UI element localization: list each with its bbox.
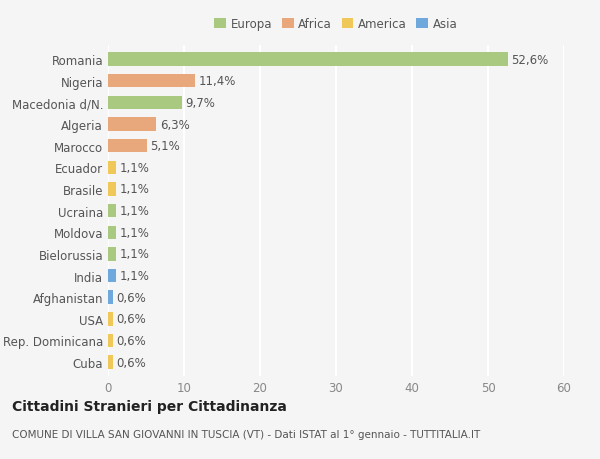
- Text: 9,7%: 9,7%: [185, 97, 215, 110]
- Text: 0,6%: 0,6%: [116, 313, 146, 325]
- Text: 11,4%: 11,4%: [199, 75, 236, 88]
- Text: 1,1%: 1,1%: [120, 269, 150, 282]
- Text: 1,1%: 1,1%: [120, 183, 150, 196]
- Bar: [108, 291, 113, 304]
- Text: Cittadini Stranieri per Cittadinanza: Cittadini Stranieri per Cittadinanza: [12, 399, 287, 413]
- Text: 0,6%: 0,6%: [116, 291, 146, 304]
- Bar: [108, 248, 116, 261]
- Text: 1,1%: 1,1%: [120, 226, 150, 239]
- Text: 5,1%: 5,1%: [151, 140, 181, 153]
- Bar: [108, 226, 116, 240]
- Bar: [108, 313, 113, 326]
- Bar: [108, 53, 508, 67]
- Legend: Europa, Africa, America, Asia: Europa, Africa, America, Asia: [212, 16, 460, 34]
- Bar: [108, 356, 113, 369]
- Bar: [108, 183, 116, 196]
- Bar: [108, 118, 156, 131]
- Text: 1,1%: 1,1%: [120, 248, 150, 261]
- Bar: [108, 204, 116, 218]
- Text: 1,1%: 1,1%: [120, 205, 150, 218]
- Text: 6,3%: 6,3%: [160, 118, 190, 131]
- Bar: [108, 334, 113, 347]
- Text: 52,6%: 52,6%: [512, 53, 549, 67]
- Bar: [108, 75, 194, 88]
- Bar: [108, 96, 182, 110]
- Bar: [108, 161, 116, 174]
- Text: 0,6%: 0,6%: [116, 334, 146, 347]
- Bar: [108, 140, 147, 153]
- Text: 1,1%: 1,1%: [120, 162, 150, 174]
- Bar: [108, 269, 116, 283]
- Text: COMUNE DI VILLA SAN GIOVANNI IN TUSCIA (VT) - Dati ISTAT al 1° gennaio - TUTTITA: COMUNE DI VILLA SAN GIOVANNI IN TUSCIA (…: [12, 429, 480, 439]
- Text: 0,6%: 0,6%: [116, 356, 146, 369]
